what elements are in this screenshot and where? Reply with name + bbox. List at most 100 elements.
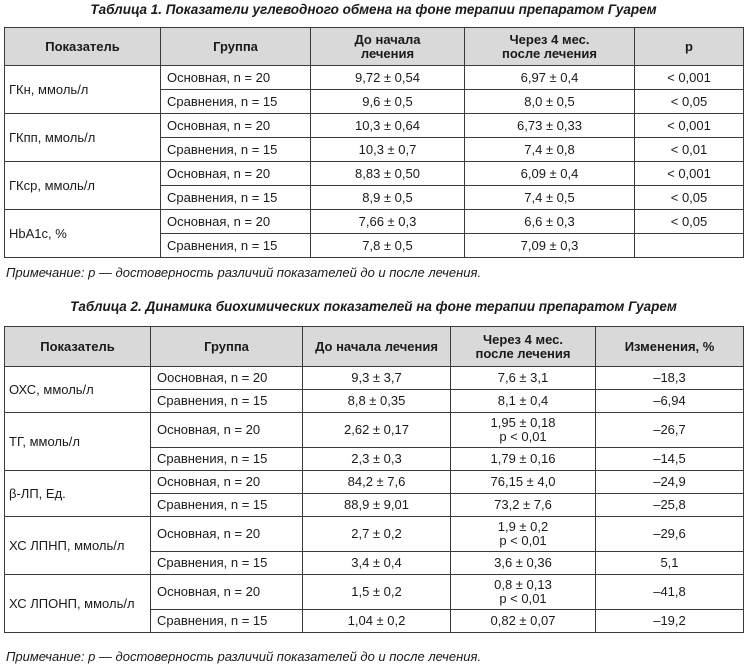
t2-indicator-cell: ОХС, ммоль/л: [4, 366, 151, 413]
t2-group-cell: Сравнения, n = 15: [150, 389, 303, 413]
t1-row: HbA1c, % Основная, n = 20 7,66 ± 0,3 6,6 ± …: [4, 209, 744, 258]
t1-header-group: Группа: [160, 27, 311, 66]
t1-after-cell: 6,09 ± 0,4: [464, 161, 635, 186]
t2-after-cell: 73,2 ± 7,6: [450, 493, 596, 517]
t2-row: ОХС, ммоль/л Оосновная, n = 20 9,3 ± 3,7 7,…: [4, 366, 744, 413]
t2-change-cell: –24,9: [595, 470, 744, 494]
t1-p-cell: < 0,05: [634, 89, 744, 114]
t2-group-cell: Основная, n = 20: [150, 470, 303, 494]
t2-change-cell: –29,6: [595, 516, 744, 552]
t1-before-cell: 8,9 ± 0,5: [310, 185, 465, 210]
t2-row: ТГ, ммоль/л Основная, n = 20 2,62 ± 0,17 1,…: [4, 412, 744, 471]
t2-change-cell: –26,7: [595, 412, 744, 448]
t1-header-indicator: Показатель: [4, 27, 161, 66]
t2-change-cell: –19,2: [595, 609, 744, 633]
t2-after-cell: 1,95 ± 0,18 p < 0,01: [450, 412, 596, 448]
t1-indicator-cell: ГКср, ммоль/л: [4, 161, 161, 210]
t2-header-indicator: Показатель: [4, 326, 151, 367]
t2-header-change: Изменения, %: [595, 326, 744, 367]
t1-header-after-text: Через 4 мес. после лечения: [502, 31, 597, 61]
t2-before-cell: 1,04 ± 0,2: [302, 609, 451, 633]
t1-after-cell: 6,73 ± 0,33: [464, 113, 635, 138]
t2-after-cell: 1,79 ± 0,16: [450, 447, 596, 471]
t1-row: Сравнения, n = 15 8,9 ± 0,5 7,4 ± 0,5 < 0,0…: [5, 185, 744, 210]
t2-before-cell: 2,3 ± 0,3: [302, 447, 451, 471]
table2: Показатель Группа До начала лечения Чере…: [4, 326, 744, 633]
t2-change-cell: –18,3: [595, 366, 744, 390]
t2-change-cell: –6,94: [595, 389, 744, 413]
t1-header-p: p: [634, 27, 744, 66]
t2-before-cell: 2,7 ± 0,2: [302, 516, 451, 552]
t2-row: β-ЛП, Ед. Основная, n = 20 84,2 ± 7,6 76,15…: [4, 470, 744, 517]
t1-before-cell: 9,6 ± 0,5: [310, 89, 465, 114]
t2-header-group: Группа: [150, 326, 303, 367]
t1-group-cell: Основная, n = 20: [160, 113, 311, 138]
table1-note: Примечание: p — достоверность различий п…: [6, 265, 482, 280]
t2-before-cell: 84,2 ± 7,6: [302, 470, 451, 494]
t1-indicator-cell: HbA1c, %: [4, 209, 161, 258]
t2-group-cell: Сравнения, n = 15: [150, 493, 303, 517]
t2-row: Сравнения, n = 15 88,9 ± 9,01 73,2 ± 7,6 –2…: [5, 493, 744, 517]
t2-before-cell: 3,4 ± 0,4: [302, 551, 451, 575]
t2-indicator-cell: ХС ЛПОНП, ммоль/л: [4, 574, 151, 633]
t2-change-cell: –25,8: [595, 493, 744, 517]
t2-before-cell: 2,62 ± 0,17: [302, 412, 451, 448]
t1-row: Сравнения, n = 15 9,6 ± 0,5 8,0 ± 0,5 < 0,0…: [5, 89, 744, 114]
t2-group-cell: Основная, n = 20: [150, 412, 303, 448]
t2-change-cell: 5,1: [595, 551, 744, 575]
t1-header-before-text: До начала лечения: [354, 31, 421, 61]
t2-after-cell: 7,6 ± 3,1: [450, 366, 596, 390]
t2-header-after-text: Через 4 мес. после лечения: [475, 331, 571, 361]
t1-group-cell: Основная, n = 20: [160, 65, 311, 90]
table2-note: Примечание: p — достоверность различий п…: [6, 649, 482, 664]
t2-row: Сравнения, n = 15 1,04 ± 0,2 0,82 ± 0,07 –1…: [5, 609, 744, 633]
t2-change-cell: –41,8: [595, 574, 744, 610]
t2-row: Сравнения, n = 15 2,3 ± 0,3 1,79 ± 0,16 –14…: [5, 447, 744, 471]
t1-p-cell: < 0,05: [634, 185, 744, 210]
t1-after-cell: 6,97 ± 0,4: [464, 65, 635, 90]
t2-row: ХС ЛПНП, ммоль/л Основная, n = 20 2,7 ± 0,…: [4, 516, 744, 575]
t1-p-cell: < 0,001: [634, 113, 744, 138]
t1-before-cell: 9,72 ± 0,54: [310, 65, 465, 90]
t2-before-cell: 1,5 ± 0,2: [302, 574, 451, 610]
t1-header-before: До начала лечения: [310, 27, 465, 66]
table1: Показатель Группа До начала лечения Чере…: [4, 27, 744, 258]
t1-group-cell: Сравнения, n = 15: [160, 185, 311, 210]
t2-group-cell: Основная, n = 20: [150, 574, 303, 610]
t2-before-cell: 88,9 ± 9,01: [302, 493, 451, 517]
t2-row: Сравнения, n = 15 3,4 ± 0,4 3,6 ± 0,36 5,1: [5, 551, 744, 575]
table1-caption: Таблица 1. Показатели углеводного обмена…: [90, 2, 657, 17]
t2-indicator-cell: ТГ, ммоль/л: [4, 412, 151, 471]
t2-after-cell: 3,6 ± 0,36: [450, 551, 596, 575]
t1-p-cell: < 0,001: [634, 65, 744, 90]
t1-header-after: Через 4 мес. после лечения: [464, 27, 635, 66]
t2-after-cell: 76,15 ± 4,0: [450, 470, 596, 494]
t1-indicator-cell: ГКпп, ммоль/л: [4, 113, 161, 162]
t1-p-cell: < 0,01: [634, 137, 744, 162]
t1-group-cell: Сравнения, n = 15: [160, 137, 311, 162]
t1-row: ГКн, ммоль/л Основная, n = 20 9,72 ± 0,54 6…: [4, 65, 744, 114]
t1-p-cell: < 0,001: [634, 161, 744, 186]
t1-after-cell: 7,4 ± 0,8: [464, 137, 635, 162]
t2-before-cell: 9,3 ± 3,7: [302, 366, 451, 390]
t1-after-cell: 7,09 ± 0,3: [464, 233, 635, 258]
t2-indicator-cell: ХС ЛПНП, ммоль/л: [4, 516, 151, 575]
t1-group-cell: Основная, n = 20: [160, 209, 311, 234]
table2-caption: Таблица 2. Динамика биохимических показа…: [70, 299, 677, 314]
t1-group-cell: Сравнения, n = 15: [160, 89, 311, 114]
t1-row: ГКпп, ммоль/л Основная, n = 20 10,3 ± 0,64…: [4, 113, 744, 162]
t1-p-cell: [634, 233, 744, 258]
t2-group-cell: Оосновная, n = 20: [150, 366, 303, 390]
t2-after-cell: 0,8 ± 0,13 p < 0,01: [450, 574, 596, 610]
t2-header-before: До начала лечения: [302, 326, 451, 367]
t2-group-cell: Сравнения, n = 15: [150, 551, 303, 575]
t2-row: ХС ЛПОНП, ммоль/л Основная, n = 20 1,5 ± 0…: [4, 574, 744, 633]
t2-change-cell: –14,5: [595, 447, 744, 471]
t1-after-cell: 8,0 ± 0,5: [464, 89, 635, 114]
t1-indicator-cell: ГКн, ммоль/л: [4, 65, 161, 114]
t2-group-cell: Основная, n = 20: [150, 516, 303, 552]
t1-before-cell: 7,8 ± 0,5: [310, 233, 465, 258]
t1-row: ГКср, ммоль/л Основная, n = 20 8,83 ± 0,50…: [4, 161, 744, 210]
t1-group-cell: Сравнения, n = 15: [160, 233, 311, 258]
t2-indicator-cell: β-ЛП, Ед.: [4, 470, 151, 517]
